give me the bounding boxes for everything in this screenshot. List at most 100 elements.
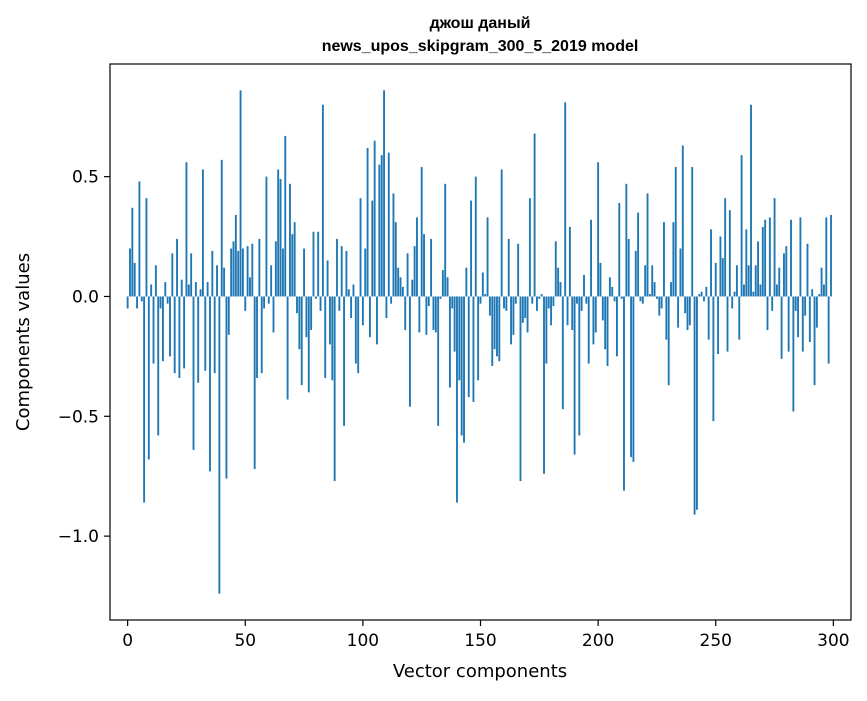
bar [608,277,611,297]
bar [190,253,193,297]
bar [218,296,221,594]
bar [801,296,804,352]
bar [754,265,757,297]
bar [383,90,385,297]
bar [317,231,320,297]
bar [359,198,362,297]
bar [126,296,129,309]
bar [815,296,818,328]
bar [256,296,258,378]
bar [808,296,811,342]
bar [684,296,687,314]
bar [677,296,680,328]
bar [768,217,771,297]
bar [213,296,216,374]
bar [533,133,536,297]
bar [281,248,284,297]
bar [827,296,830,364]
bar [434,296,437,333]
bar [813,296,816,386]
bar [557,267,560,297]
bar [538,296,541,299]
chart-title: джош даный [430,15,531,32]
bar [357,296,360,374]
bar [545,296,548,364]
bar [764,219,767,297]
bar [249,277,251,297]
bar [726,296,729,352]
bar [780,296,783,359]
bar [385,296,388,319]
bar [272,296,275,333]
bar [270,265,273,297]
bar [583,274,585,297]
bar [712,296,715,422]
bar [399,277,402,297]
bar [326,260,329,297]
bar [411,279,414,297]
bar [291,234,294,297]
bar [698,294,701,297]
bar [660,296,663,309]
bar [397,267,400,297]
bar [143,296,146,503]
bar [441,270,444,297]
x-axis-label: Vector components [393,661,567,682]
bar [239,90,242,297]
bar [486,217,489,297]
bar [267,296,270,304]
bar [705,286,708,297]
bar [503,296,505,309]
bar [133,262,136,297]
bar [561,296,564,410]
bar [201,169,204,297]
bar [470,200,473,297]
bar [329,296,331,345]
x-tick-label: 200 [582,631,614,651]
bar [345,250,348,297]
bar [286,296,289,400]
bar [373,140,376,297]
bar [634,250,637,297]
bar [166,296,169,304]
bar [710,229,712,297]
bar [674,167,677,297]
bar [773,198,776,297]
bar [138,181,141,297]
bar [413,246,416,297]
bar [131,207,134,297]
bar [432,296,435,331]
bar [204,296,207,371]
bar [183,296,186,369]
bar [293,222,296,297]
bar [578,296,581,436]
bar [354,296,357,364]
bar [597,162,600,297]
bar [180,279,183,297]
bar [366,147,369,297]
bar [324,296,327,378]
bar [592,296,595,345]
bar [703,296,705,302]
bar [369,296,371,338]
bar [750,104,752,297]
bar [714,262,717,297]
bar [653,282,656,297]
plot-frame [109,63,852,621]
bar [404,296,407,331]
bar [364,248,367,297]
bar [630,296,632,458]
bar [392,193,395,297]
bar [719,236,722,297]
bar [580,296,583,311]
bar [792,296,795,412]
chart-subtitle: news_upos_skipgram_300_5_2019 model [322,38,639,55]
bar [176,238,178,297]
bar [794,296,797,311]
bar [150,284,153,297]
bar [296,296,298,314]
bar [496,296,498,357]
bar [211,250,214,297]
bar [721,258,724,297]
